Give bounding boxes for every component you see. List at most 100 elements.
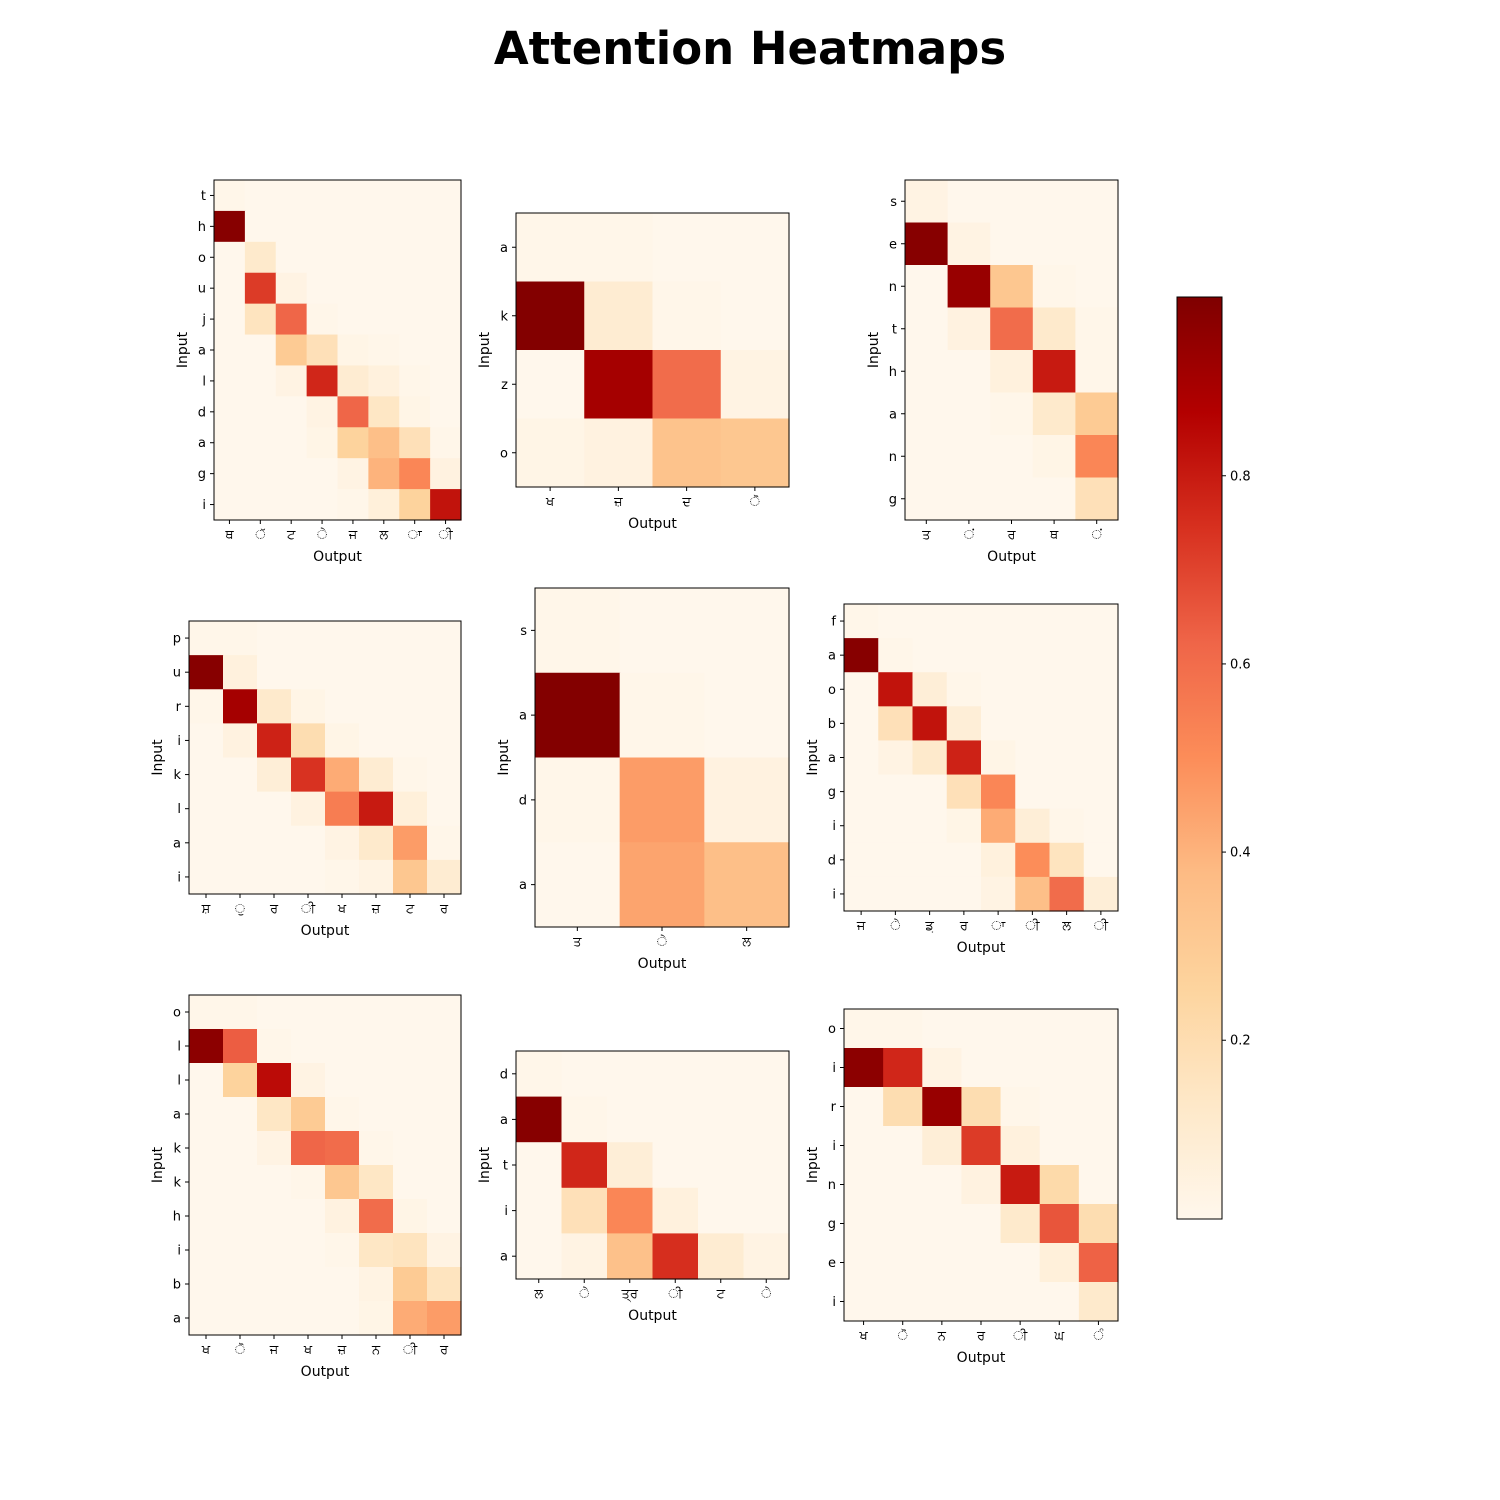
colorbar-tick-label: 0.2 xyxy=(1230,1034,1251,1049)
x-tick-label: ਰ xyxy=(976,1329,986,1344)
y-tick-label: a xyxy=(173,836,181,851)
heatmap-cell xyxy=(922,1165,963,1205)
x-tick-label: ਾ xyxy=(408,528,423,543)
y-tick-label: i xyxy=(832,819,836,834)
y-tick-label: a xyxy=(519,878,527,893)
heatmap-cell xyxy=(652,1187,699,1234)
y-tick-label: a xyxy=(500,241,508,256)
heatmap-cell xyxy=(325,791,360,827)
y-tick-label: a xyxy=(198,436,206,451)
heatmap-cell xyxy=(427,1029,462,1064)
heatmap-cell xyxy=(257,791,292,827)
y-axis-label: Input xyxy=(805,1146,821,1183)
y-tick-label: a xyxy=(198,344,206,359)
heatmap-cell xyxy=(257,1233,292,1268)
heatmap-cell xyxy=(430,180,462,212)
heatmap-cell xyxy=(257,1097,292,1132)
x-axis-label: Output xyxy=(987,549,1036,565)
heatmap-cell xyxy=(1049,706,1085,742)
y-tick-label: a xyxy=(828,751,836,766)
heatmap-cell xyxy=(399,180,431,212)
x-tick-label: ਟ xyxy=(716,1287,726,1302)
y-tick-label: r xyxy=(831,1100,837,1115)
heatmap-cell xyxy=(399,303,431,336)
heatmap-cell xyxy=(393,689,428,724)
heatmap-cell xyxy=(359,1267,394,1302)
heatmap-cell xyxy=(961,1126,1002,1166)
y-tick-label: l xyxy=(177,1074,181,1089)
heatmap-cell xyxy=(275,458,308,490)
heatmap-cell xyxy=(535,672,621,759)
heatmap-cell xyxy=(257,1165,292,1200)
y-tick-label: a xyxy=(519,709,527,724)
y-tick-label: n xyxy=(828,1178,836,1193)
heatmap-cell xyxy=(430,241,462,274)
heatmap-cell xyxy=(306,458,339,490)
heatmap-cell xyxy=(1032,180,1076,224)
heatmap-cell xyxy=(325,689,360,724)
y-tick-label: h xyxy=(889,365,897,380)
x-tick-label: ੁ xyxy=(235,902,245,917)
heatmap-cell xyxy=(961,1165,1002,1205)
heatmap-cell xyxy=(961,1204,1002,1244)
heatmap-cell xyxy=(430,458,462,490)
heatmap-cell xyxy=(257,655,292,690)
heatmap-cell xyxy=(1000,1204,1041,1244)
x-axis-label: Output xyxy=(313,549,362,565)
heatmap-cell xyxy=(214,303,246,336)
heatmap-cell xyxy=(325,1165,360,1200)
heatmap-cell xyxy=(325,621,360,656)
heatmap-cell xyxy=(291,621,326,656)
y-tick-label: i xyxy=(832,1061,836,1076)
heatmap-cell xyxy=(990,307,1034,351)
heatmap-cell xyxy=(1015,706,1051,742)
y-tick-label: g xyxy=(828,1217,836,1232)
heatmap-cell xyxy=(946,604,982,639)
heatmap-cell xyxy=(275,272,308,305)
heatmap-cell xyxy=(946,808,982,844)
heatmap-cell xyxy=(704,588,790,674)
y-tick-label: g xyxy=(889,492,897,507)
heatmap-cell xyxy=(1049,604,1085,639)
x-tick-label: ੇ xyxy=(761,1287,771,1302)
x-tick-label: ਜ xyxy=(348,528,358,543)
heatmap-cell xyxy=(291,1029,326,1064)
heatmap-cell xyxy=(607,1187,654,1234)
colorbar: 0.2 0.4 0.6 0.8 xyxy=(1176,296,1251,1220)
y-tick-label: h xyxy=(173,1210,181,1225)
heatmap-cell xyxy=(223,1131,258,1166)
heatmap-cell xyxy=(257,1267,292,1302)
heatmap-panel-5: s a d a ਤੇ ਲ Output Input xyxy=(496,587,790,972)
x-tick-label: ਰ xyxy=(439,902,449,917)
heatmap-cell xyxy=(946,842,982,878)
x-tick-label: ੱ xyxy=(255,528,265,543)
x-tick-label: ਤ੍ਰ xyxy=(621,1287,639,1303)
heatmap-cell xyxy=(1000,1009,1041,1049)
heatmap-cell xyxy=(912,604,948,639)
heatmap-cell xyxy=(1075,180,1119,224)
heatmap-cell xyxy=(1078,1243,1119,1283)
heatmap-cell xyxy=(325,1267,360,1302)
heatmap-cell xyxy=(306,365,339,397)
heatmap-cell xyxy=(244,334,277,367)
heatmap-cell xyxy=(214,334,246,367)
heatmap-cell xyxy=(584,213,654,283)
x-axis-label: Output xyxy=(628,516,677,532)
heatmap-cell xyxy=(1039,1009,1080,1049)
heatmap-cell xyxy=(607,1142,654,1189)
heatmap-cell xyxy=(946,638,982,673)
heatmap-cell xyxy=(961,1282,1002,1322)
heatmap-cell xyxy=(430,396,462,428)
heatmap-cell xyxy=(399,272,431,305)
heatmap-cell xyxy=(427,1199,462,1234)
heatmap-cell xyxy=(291,1063,326,1098)
heatmap-cell xyxy=(844,740,879,776)
heatmap-cell xyxy=(368,427,400,459)
heatmap-cell xyxy=(393,1131,428,1166)
heatmap-cell xyxy=(430,334,462,367)
heatmap-cell xyxy=(337,489,369,521)
heatmap-cell xyxy=(393,995,428,1030)
heatmap-cell xyxy=(878,740,914,776)
y-tick-label: f xyxy=(831,615,836,630)
